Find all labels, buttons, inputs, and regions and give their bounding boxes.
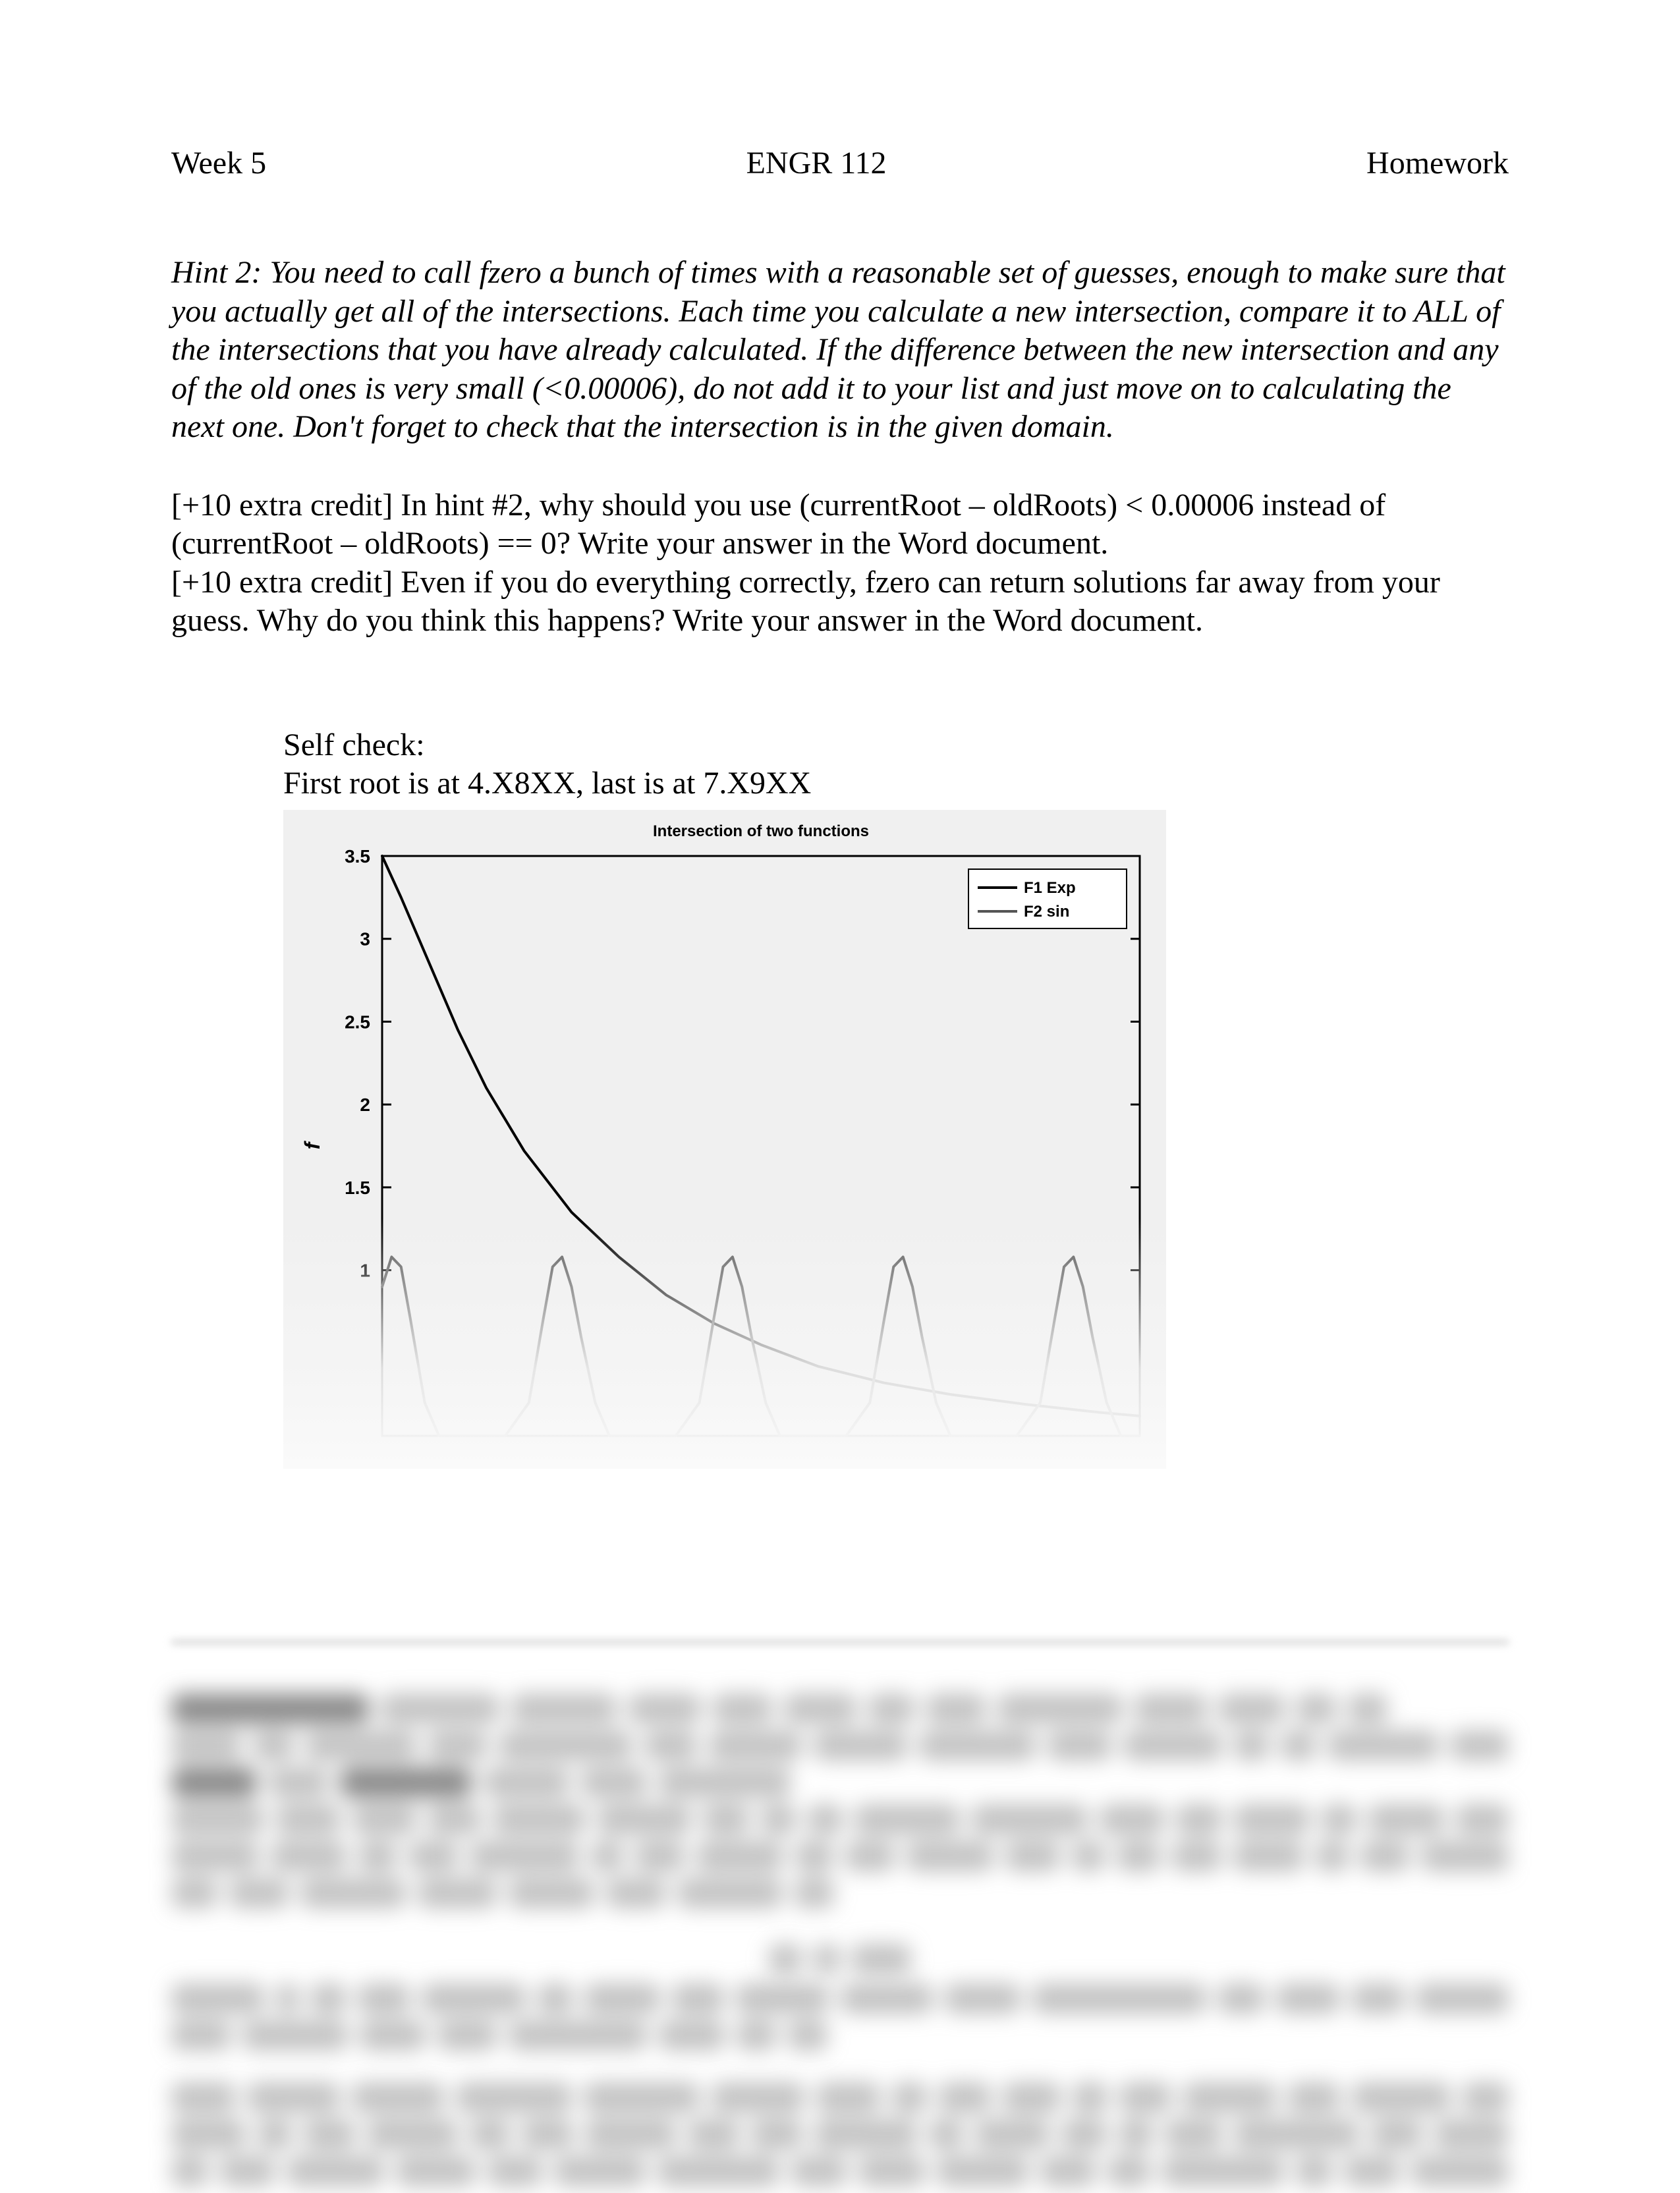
extra-credit-block: [+10 extra credit] In hint #2, why shoul…	[171, 486, 1509, 641]
svg-text:F1 Exp: F1 Exp	[1024, 879, 1076, 897]
svg-text:3.5: 3.5	[345, 846, 370, 867]
intersection-chart: Intersection of two functions 1 1.5 2 2.5 3 3.…	[283, 810, 1166, 1469]
header-center: ENGR 112	[746, 145, 887, 181]
divider-blurred	[171, 1641, 1509, 1643]
page-header: Week 5 ENGR 112 Homework	[171, 145, 1509, 181]
svg-text:F2 sin: F2 sin	[1024, 903, 1069, 921]
blurred-paragraph-3	[171, 2076, 1509, 2193]
self-check-label: Self check:	[283, 727, 425, 762]
extra-credit-2: [+10 extra credit] Even if you do everyt…	[171, 565, 1440, 639]
self-check-values: First root is at 4.X8XX, last is at 7.X9…	[283, 766, 811, 801]
chart-svg: Intersection of two functions 1 1.5 2 2.5 3 3.…	[283, 810, 1166, 1469]
blurred-paragraph-1	[171, 1687, 1509, 1915]
blurred-paragraph-2	[171, 1977, 1509, 2057]
self-check-block: Self check: First root is at 4.X8XX, las…	[283, 726, 1509, 803]
svg-text:3: 3	[360, 929, 370, 950]
extra-credit-1: [+10 extra credit] In hint #2, why shoul…	[171, 488, 1386, 561]
blurred-equation	[171, 1937, 1509, 1981]
svg-text:Intersection of two functions: Intersection of two functions	[653, 822, 869, 840]
svg-text:2: 2	[360, 1095, 370, 1115]
header-left: Week 5	[171, 145, 266, 181]
svg-text:2.5: 2.5	[345, 1011, 370, 1032]
hint-2-text: Hint 2: You need to call fzero a bunch o…	[171, 254, 1509, 447]
header-right: Homework	[1366, 145, 1509, 181]
svg-text:1.5: 1.5	[345, 1178, 370, 1198]
svg-text:1: 1	[360, 1261, 370, 1281]
